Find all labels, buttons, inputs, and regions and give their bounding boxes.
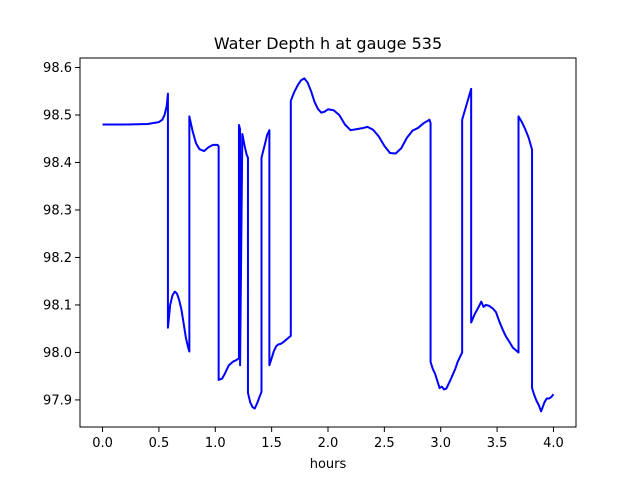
series-line: [102, 77, 555, 413]
y-tick-label: 98.5: [43, 108, 72, 123]
x-tick-label: 2.0: [318, 436, 339, 451]
plot-area: [102, 77, 555, 413]
x-tick-label: 4.0: [543, 436, 564, 451]
x-axis-label: hours: [310, 457, 347, 472]
y-tick-label: 98.3: [43, 203, 72, 218]
x-tick-label: 1.5: [261, 436, 282, 451]
x-tick-label: 0.0: [92, 436, 113, 451]
y-tick-label: 97.9: [43, 393, 72, 408]
y-tick-label: 98.1: [43, 298, 72, 313]
y-axis-ticks: 97.9 98.0 98.1 98.2 98.3 98.4 98.5 98.6: [43, 61, 80, 408]
x-tick-label: 0.5: [149, 436, 170, 451]
x-axis-ticks: 0.0 0.5 1.0 1.5 2.0 2.5 3.0 3.5 4.0: [92, 427, 564, 451]
y-tick-label: 98.4: [43, 156, 72, 171]
plot-frame: [79, 57, 577, 428]
y-tick-label: 98.6: [43, 61, 72, 76]
chart-title: Water Depth h at gauge 535: [214, 34, 442, 53]
x-tick-label: 3.5: [487, 436, 508, 451]
x-tick-label: 3.0: [430, 436, 451, 451]
y-tick-label: 98.0: [43, 346, 72, 361]
y-tick-label: 98.2: [43, 251, 72, 266]
x-tick-label: 1.0: [205, 436, 226, 451]
x-tick-label: 2.5: [374, 436, 395, 451]
